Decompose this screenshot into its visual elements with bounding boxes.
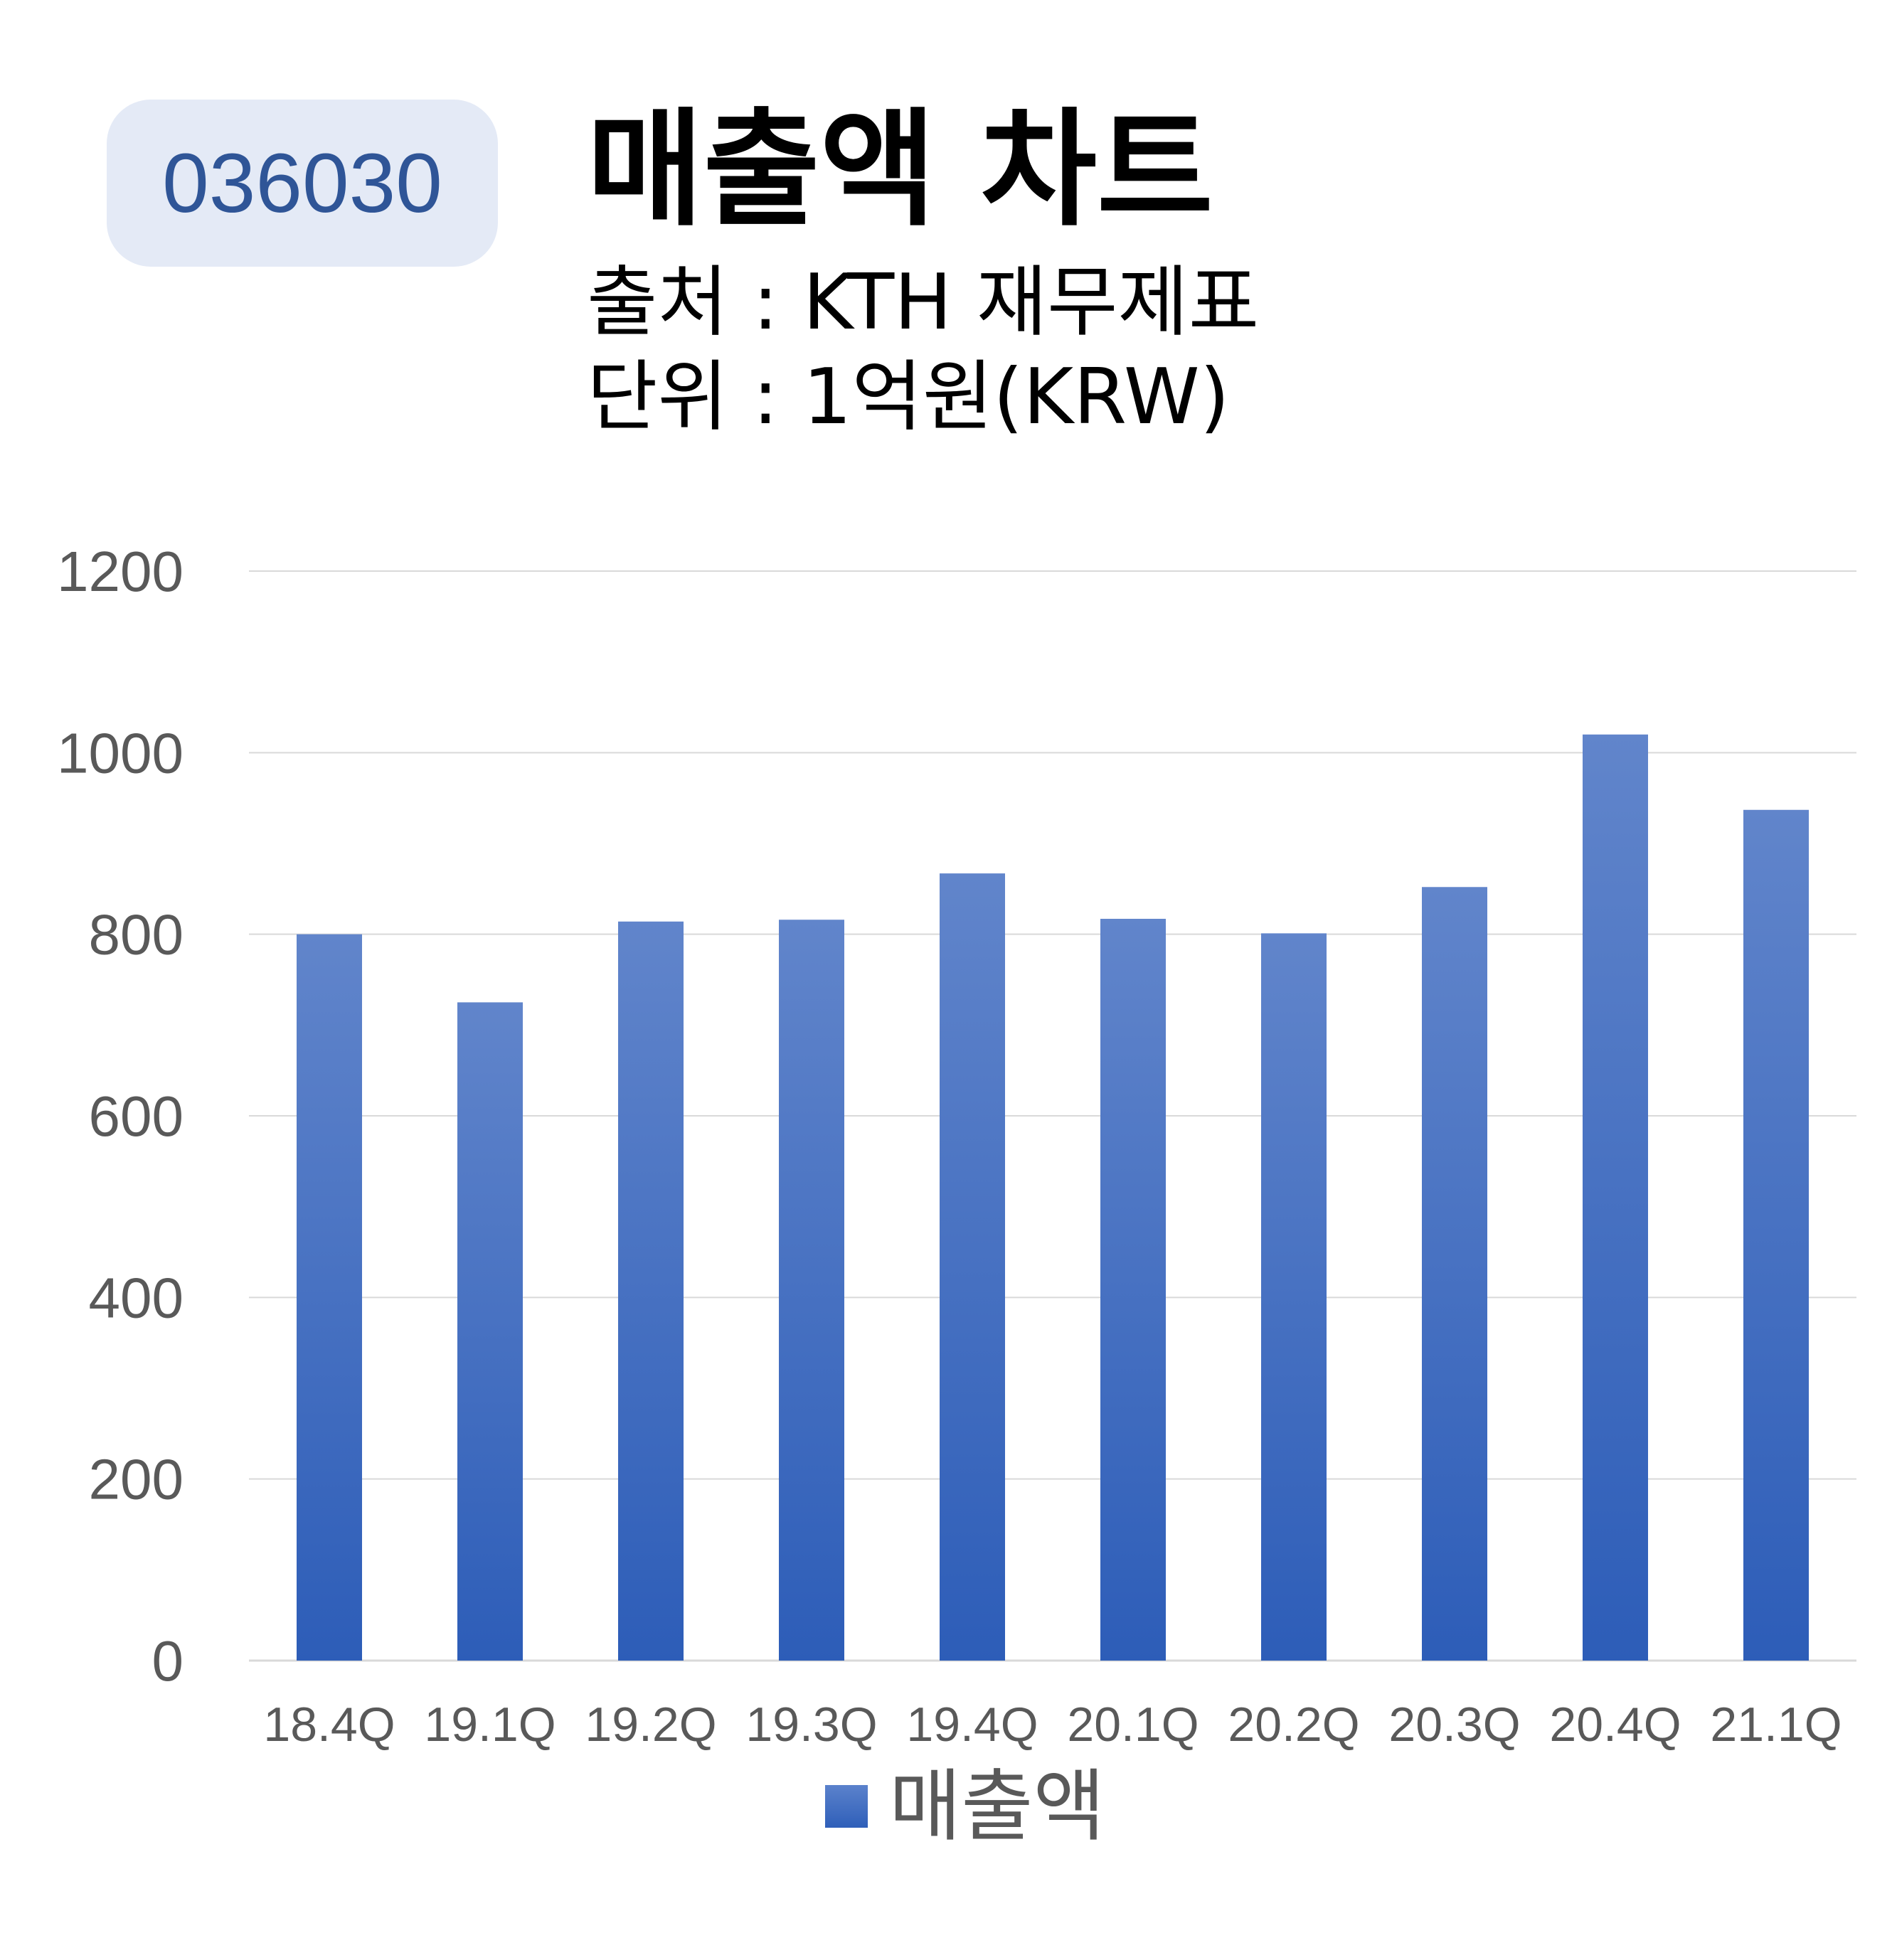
y-tick-label: 0 bbox=[152, 1629, 184, 1693]
legend-label: 매출액 bbox=[889, 1761, 1105, 1852]
x-tick-label: 19.4Q bbox=[906, 1698, 1038, 1752]
bar bbox=[1261, 933, 1327, 1661]
bar bbox=[1100, 918, 1166, 1661]
x-tick-label: 20.1Q bbox=[1067, 1698, 1199, 1752]
chart-title: 매출액 차트 bbox=[587, 96, 1213, 243]
x-axis-labels: 18.4Q 19.1Q 19.2Q 19.3Q 19.4Q 20.1Q 20.2Q 20.3Q… bbox=[263, 1698, 1842, 1752]
legend: 매출액 bbox=[825, 1767, 1105, 1846]
x-tick-label: 19.1Q bbox=[424, 1698, 556, 1752]
x-tick-label: 20.2Q bbox=[1228, 1698, 1359, 1752]
y-tick-label: 1000 bbox=[57, 721, 184, 784]
bar bbox=[1422, 887, 1487, 1661]
y-tick-label: 600 bbox=[89, 1085, 184, 1148]
bar bbox=[618, 921, 684, 1661]
x-tick-label: 20.4Q bbox=[1549, 1698, 1681, 1752]
x-tick-label: 19.3Q bbox=[745, 1698, 877, 1752]
y-tick-label: 800 bbox=[89, 903, 184, 966]
x-tick-label: 20.3Q bbox=[1388, 1698, 1520, 1752]
bar bbox=[297, 934, 362, 1661]
ticker-code: 036030 bbox=[162, 136, 442, 230]
source-line: 출처 : KTH 재무제표 bbox=[587, 258, 1260, 347]
y-tick-label: 1200 bbox=[57, 540, 184, 603]
x-tick-label: 19.2Q bbox=[585, 1698, 716, 1752]
bar bbox=[779, 920, 844, 1661]
bar bbox=[940, 873, 1005, 1661]
ticker-badge: 036030 bbox=[107, 100, 498, 267]
y-axis-labels: 0 200 400 600 800 1000 1200 bbox=[57, 540, 184, 1693]
y-tick-label: 400 bbox=[89, 1266, 184, 1329]
bars bbox=[297, 734, 1809, 1661]
x-tick-label: 21.1Q bbox=[1710, 1698, 1842, 1752]
x-tick-label: 18.4Q bbox=[263, 1698, 395, 1752]
y-tick-label: 200 bbox=[89, 1448, 184, 1511]
legend-swatch bbox=[825, 1785, 868, 1828]
unit-line: 단위 : 1억원(KRW) bbox=[587, 353, 1230, 442]
bar bbox=[1583, 734, 1648, 1661]
bar bbox=[1743, 809, 1809, 1661]
bar bbox=[457, 1002, 523, 1661]
